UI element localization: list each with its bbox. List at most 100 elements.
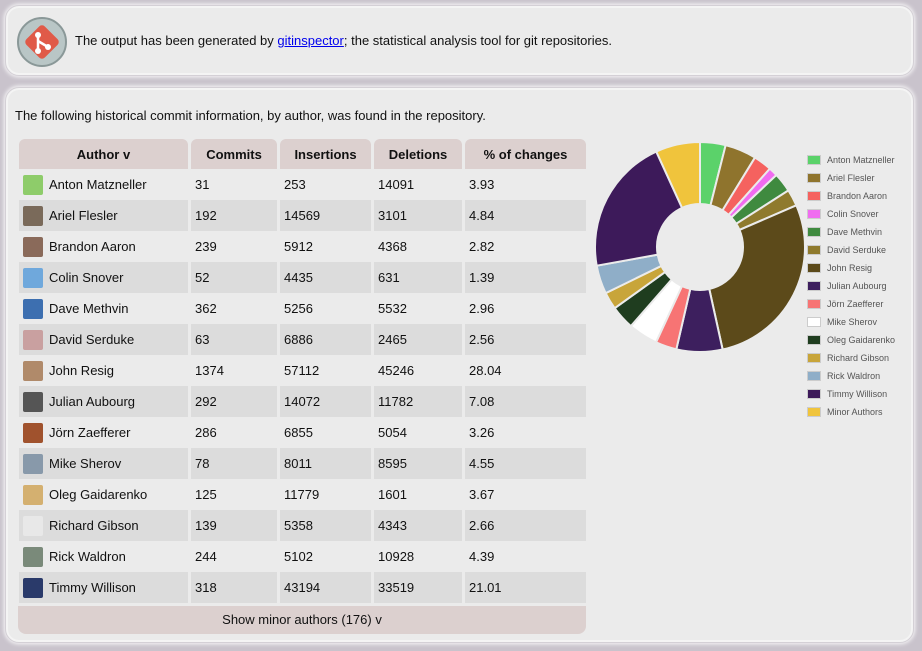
insertions-cell: 253 <box>280 169 371 200</box>
avatar <box>23 391 43 412</box>
legend-swatch <box>807 353 821 363</box>
legend-label: Timmy Willison <box>827 389 888 399</box>
col-header-percent[interactable]: % of changes <box>465 139 586 169</box>
deletions-cell: 10928 <box>374 541 462 572</box>
author-cell: Dave Methvin <box>19 293 188 324</box>
author-cell: Jörn Zaefferer <box>19 417 188 448</box>
legend-swatch <box>807 245 821 255</box>
legend-swatch <box>807 335 821 345</box>
donut-slice <box>595 150 684 267</box>
table-row: Anton Matzneller 31 253 14091 3.93 <box>19 169 586 200</box>
commits-cell: 52 <box>191 262 277 293</box>
commits-cell: 125 <box>191 479 277 510</box>
commits-cell: 1374 <box>191 355 277 386</box>
history-panel: The following historical commit informat… <box>5 87 914 643</box>
legend-label: John Resig <box>827 263 873 273</box>
author-cell: John Resig <box>19 355 188 386</box>
percent-cell: 3.93 <box>465 169 586 200</box>
legend-swatch <box>807 209 821 219</box>
legend-swatch <box>807 299 821 309</box>
author-cell: Mike Sherov <box>19 448 188 479</box>
deletions-cell: 3101 <box>374 200 462 231</box>
author-cell: David Serduke <box>19 324 188 355</box>
legend-item: Brandon Aaron <box>807 187 895 205</box>
percent-cell: 1.39 <box>465 262 586 293</box>
percent-cell: 3.26 <box>465 417 586 448</box>
legend-label: Anton Matzneller <box>827 155 895 165</box>
legend-item: Ariel Flesler <box>807 169 895 187</box>
col-header-author[interactable]: Author v <box>19 139 188 169</box>
author-table: Author v Commits Insertions Deletions % … <box>16 139 589 603</box>
percent-cell: 3.67 <box>465 479 586 510</box>
deletions-cell: 1601 <box>374 479 462 510</box>
col-header-commits[interactable]: Commits <box>191 139 277 169</box>
author-cell: Timmy Willison <box>19 572 188 603</box>
col-header-deletions[interactable]: Deletions <box>374 139 462 169</box>
legend-swatch <box>807 389 821 399</box>
legend-item: Jörn Zaefferer <box>807 295 895 313</box>
percent-cell: 28.04 <box>465 355 586 386</box>
header-panel: The output has been generated by gitinsp… <box>5 5 914 76</box>
commits-cell: 244 <box>191 541 277 572</box>
table-row: Ariel Flesler 192 14569 3101 4.84 <box>19 200 586 231</box>
avatar <box>23 205 43 226</box>
legend-label: Brandon Aaron <box>827 191 888 201</box>
deletions-cell: 45246 <box>374 355 462 386</box>
donut-slice <box>708 203 805 351</box>
author-name: David Serduke <box>49 332 135 347</box>
insertions-cell: 5256 <box>280 293 371 324</box>
legend-item: Dave Methvin <box>807 223 895 241</box>
legend-swatch <box>807 407 821 417</box>
insertions-cell: 5358 <box>280 510 371 541</box>
avatar <box>23 422 43 443</box>
legend-item: Oleg Gaidarenko <box>807 331 895 349</box>
legend-item: Rick Waldron <box>807 367 895 385</box>
show-minor-authors-button[interactable]: Show minor authors (176) v <box>18 606 586 634</box>
gitinspector-logo-icon <box>17 17 67 67</box>
table-row: Oleg Gaidarenko 125 11779 1601 3.67 <box>19 479 586 510</box>
donut-slice <box>654 140 701 210</box>
header-message: The output has been generated by gitinsp… <box>75 33 612 48</box>
avatar <box>23 453 43 474</box>
commits-cell: 239 <box>191 231 277 262</box>
legend-label: Colin Snover <box>827 209 879 219</box>
author-name: John Resig <box>49 363 115 378</box>
table-header-row: Author v Commits Insertions Deletions % … <box>19 139 586 169</box>
percent-cell: 2.96 <box>465 293 586 324</box>
percent-cell: 4.84 <box>465 200 586 231</box>
legend-label: Jörn Zaefferer <box>827 299 884 309</box>
gitinspector-link[interactable]: gitinspector <box>277 33 344 48</box>
author-name: Dave Methvin <box>49 301 129 316</box>
legend-label: Oleg Gaidarenko <box>827 335 896 345</box>
avatar <box>23 577 43 598</box>
deletions-cell: 4343 <box>374 510 462 541</box>
author-cell: Anton Matzneller <box>19 169 188 200</box>
table-row: Jörn Zaefferer 286 6855 5054 3.26 <box>19 417 586 448</box>
percent-cell: 21.01 <box>465 572 586 603</box>
commits-cell: 292 <box>191 386 277 417</box>
author-name: Anton Matzneller <box>49 177 147 192</box>
intro-text: The following historical commit informat… <box>15 108 486 123</box>
author-name: Mike Sherov <box>49 456 122 471</box>
table-row: Dave Methvin 362 5256 5532 2.96 <box>19 293 586 324</box>
avatar <box>23 546 43 567</box>
legend-label: Rick Waldron <box>827 371 881 381</box>
changes-donut-chart <box>595 140 805 353</box>
legend-item: Mike Sherov <box>807 313 895 331</box>
commits-cell: 362 <box>191 293 277 324</box>
commits-cell: 78 <box>191 448 277 479</box>
legend-item: Minor Authors <box>807 403 895 421</box>
author-name: Ariel Flesler <box>49 208 118 223</box>
col-header-insertions[interactable]: Insertions <box>280 139 371 169</box>
deletions-cell: 33519 <box>374 572 462 603</box>
deletions-cell: 4368 <box>374 231 462 262</box>
author-cell: Richard Gibson <box>19 510 188 541</box>
deletions-cell: 5532 <box>374 293 462 324</box>
legend-label: Ariel Flesler <box>827 173 875 183</box>
legend-label: David Serduke <box>827 245 887 255</box>
legend-item: John Resig <box>807 259 895 277</box>
deletions-cell: 11782 <box>374 386 462 417</box>
legend-swatch <box>807 263 821 273</box>
avatar <box>23 515 43 536</box>
table-row: Richard Gibson 139 5358 4343 2.66 <box>19 510 586 541</box>
